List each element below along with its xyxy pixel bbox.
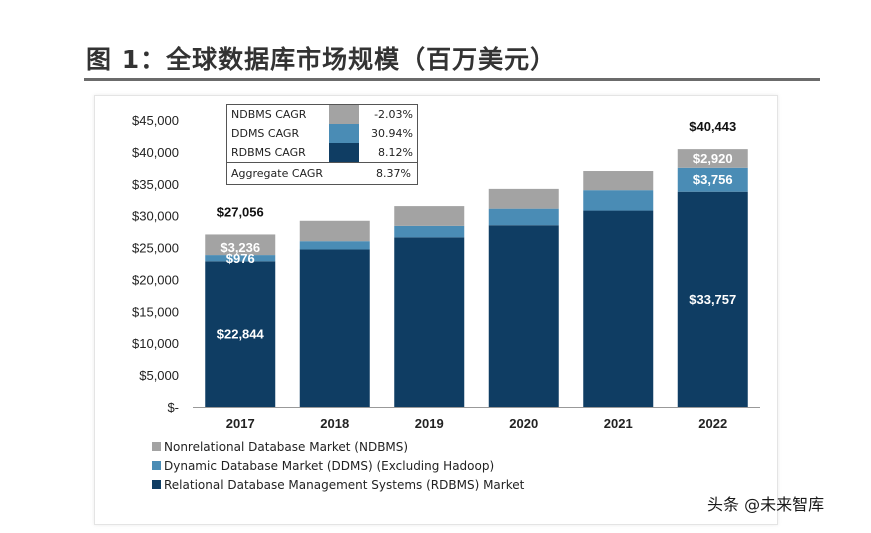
x-tick-label: 2019 — [415, 416, 444, 431]
cagr-swatch — [329, 124, 359, 143]
x-tick-label: 2020 — [509, 416, 538, 431]
bar-rdbms-2020 — [488, 225, 559, 407]
data-label-ndbms: $3,236 — [220, 240, 260, 255]
data-label-rdbms: $22,844 — [217, 327, 265, 342]
cagr-label: Aggregate CAGR — [231, 166, 324, 180]
cagr-row: RDBMS CAGR 8.12% — [227, 143, 417, 162]
cagr-swatch — [329, 105, 359, 124]
legend-label: Nonrelational Database Market (NDBMS) — [164, 439, 409, 454]
y-tick-label: $10,000 — [132, 336, 179, 351]
x-tick-label: 2018 — [320, 416, 349, 431]
y-tick-label: $- — [167, 400, 179, 415]
y-tick-label: $20,000 — [132, 272, 179, 287]
cagr-label: NDBMS CAGR — [231, 108, 307, 121]
bar-ndbms-2022 — [677, 149, 748, 168]
legend-label: Dynamic Database Market (DDMS) (Excludin… — [164, 458, 495, 473]
bar-ndbms-2018 — [299, 220, 370, 242]
legend-swatch — [152, 461, 161, 470]
cagr-aggregate-row: Aggregate CAGR 8.37% — [227, 162, 417, 183]
cagr-value: 8.37% — [376, 166, 411, 180]
data-label-rdbms: $33,757 — [689, 292, 736, 307]
bar-ddms-2019 — [394, 225, 465, 238]
y-tick-label: $25,000 — [132, 241, 179, 256]
legend-label: Relational Database Management Systems (… — [164, 477, 525, 492]
bar-rdbms-2021 — [583, 210, 654, 407]
bar-ddms-2018 — [299, 241, 370, 250]
chart-legend: Nonrelational Database Market (NDBMS) Dyn… — [152, 437, 524, 494]
bar-ndbms-2021 — [583, 171, 654, 191]
bar-rdbms-2017 — [205, 261, 276, 407]
bar-ndbms-2019 — [394, 206, 465, 226]
bar-ndbms-2020 — [488, 188, 559, 209]
y-tick-label: $15,000 — [132, 304, 179, 319]
watermark: 头条 @未来智库 — [707, 495, 825, 514]
legend-item: Relational Database Management Systems (… — [152, 475, 524, 494]
bar-ddms-2017 — [205, 255, 276, 262]
legend-item: Dynamic Database Market (DDMS) (Excludin… — [152, 456, 524, 475]
y-tick-label: $5,000 — [139, 368, 179, 383]
y-tick-label: $35,000 — [132, 177, 179, 192]
bar-rdbms-2022 — [677, 191, 748, 407]
cagr-row: NDBMS CAGR -2.03% — [227, 105, 417, 124]
x-tick-label: 2022 — [698, 416, 727, 431]
bar-ddms-2020 — [488, 208, 559, 226]
data-label-ndbms: $2,920 — [693, 151, 733, 166]
data-label-ddms: $976 — [226, 251, 255, 266]
bar-ddms-2021 — [583, 190, 654, 211]
bar-ddms-2022 — [677, 167, 748, 192]
y-tick-label: $40,000 — [132, 145, 179, 160]
page-title: 图 1：全球数据库市场规模（百万美元） — [86, 45, 557, 74]
legend-swatch — [152, 442, 161, 451]
legend-item: Nonrelational Database Market (NDBMS) — [152, 437, 524, 456]
bar-rdbms-2019 — [394, 237, 465, 407]
data-label-ddms: $3,756 — [693, 172, 733, 187]
x-tick-label: 2021 — [604, 416, 633, 431]
legend-swatch — [152, 480, 161, 489]
cagr-value: 8.12% — [378, 146, 413, 159]
cagr-swatch — [329, 143, 359, 162]
x-tick-label: 2017 — [226, 416, 255, 431]
bar-ndbms-2017 — [205, 234, 276, 256]
cagr-value: -2.03% — [374, 108, 413, 121]
total-label: $40,443 — [689, 119, 736, 134]
y-tick-label: $30,000 — [132, 209, 179, 224]
bar-rdbms-2018 — [299, 249, 370, 407]
cagr-table: NDBMS CAGR -2.03% DDMS CAGR 30.94% RDBMS CAG… — [226, 104, 418, 185]
cagr-row: DDMS CAGR 30.94% — [227, 124, 417, 143]
y-tick-label: $45,000 — [132, 113, 179, 128]
title-divider — [84, 78, 820, 81]
cagr-label: DDMS CAGR — [231, 127, 300, 140]
total-label: $27,056 — [217, 204, 264, 219]
cagr-label: RDBMS CAGR — [231, 146, 306, 159]
cagr-value: 30.94% — [371, 127, 413, 140]
